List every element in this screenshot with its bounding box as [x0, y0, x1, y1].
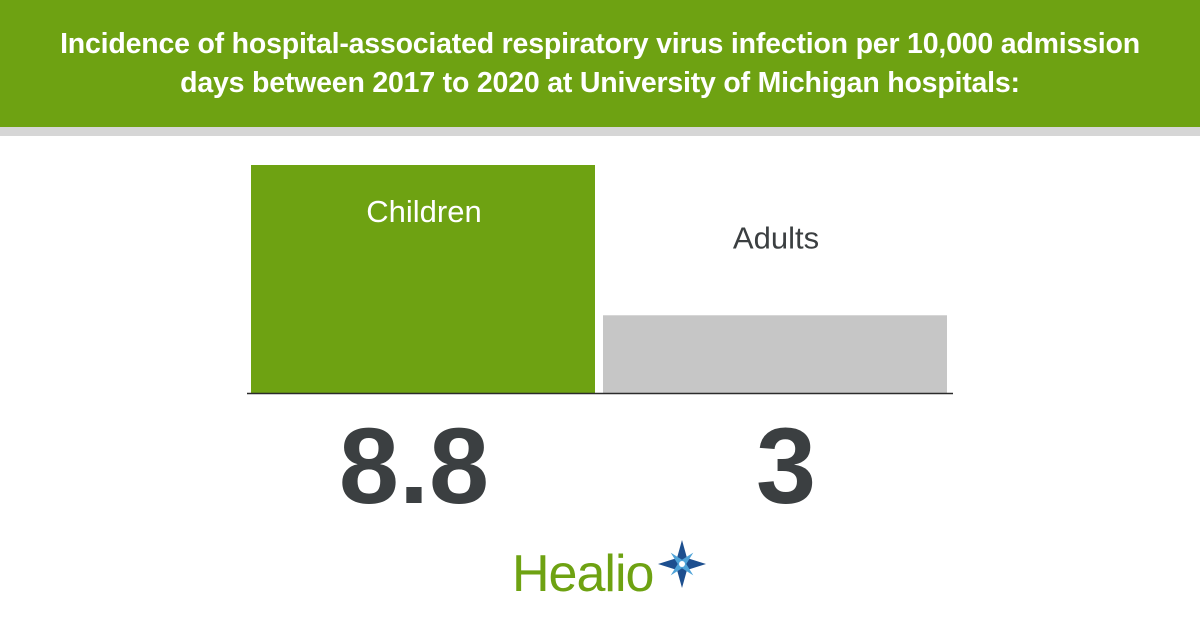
bar-adults: [603, 315, 947, 393]
category-label-adults: Adults: [733, 220, 819, 255]
bar-children: [251, 165, 595, 393]
healio-logo-text: Healio: [512, 545, 654, 603]
header-divider: [0, 127, 1200, 136]
chart-title: Incidence of hospital-associated respira…: [60, 27, 1140, 99]
bar-chart: Children 8.8 Adults 3: [247, 165, 953, 526]
healio-star-icon: [658, 540, 706, 588]
value-label-children: 8.8: [339, 405, 489, 526]
star-center: [679, 561, 685, 567]
chart-header: Incidence of hospital-associated respira…: [0, 0, 1200, 127]
healio-logo: Healio: [512, 538, 722, 608]
category-label-children: Children: [366, 194, 481, 229]
value-label-adults: 3: [756, 405, 816, 526]
